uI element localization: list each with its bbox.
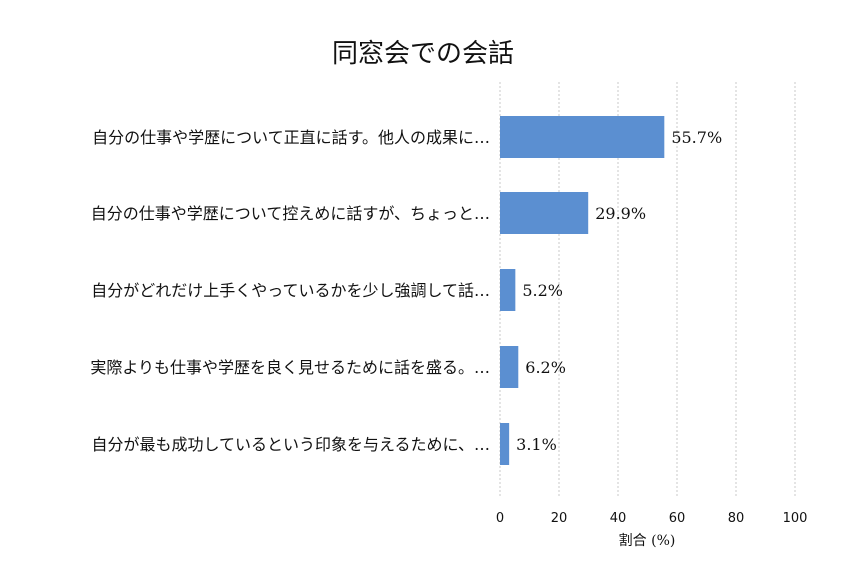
category-label-1: 自分の仕事や学歴について控えめに話すが、ちょっと… [91, 204, 490, 223]
category-label-3: 実際よりも仕事や学歴を良く見せるために話を盛る。… [90, 358, 490, 377]
value-labels: 55.7% 29.9% 5.2% 6.2% 3.1% [516, 128, 722, 454]
bar-1 [500, 192, 589, 234]
x-axis-ticks: 0 20 40 60 80 100 [496, 511, 808, 526]
x-tick-label-1: 20 [551, 511, 568, 526]
category-label-2: 自分がどれだけ上手くやっているかを少し強調して話… [91, 281, 490, 300]
category-label-4: 自分が最も成功しているという印象を与えるために、… [91, 435, 490, 454]
value-label-0: 55.7% [671, 128, 722, 147]
x-tick-label-3: 60 [669, 511, 686, 526]
bar-2 [500, 269, 516, 311]
x-tick-label-0: 0 [496, 511, 504, 526]
value-label-2: 5.2% [522, 281, 563, 300]
value-label-4: 3.1% [516, 435, 557, 454]
x-axis-label: 割合 (%) [619, 532, 676, 549]
bar-3 [500, 346, 519, 388]
value-label-3: 6.2% [525, 358, 566, 377]
x-tick-label-5: 100 [783, 511, 808, 526]
bar-0 [500, 116, 665, 158]
x-tick-label-4: 80 [728, 511, 745, 526]
x-tick-label-2: 40 [610, 511, 627, 526]
value-label-1: 29.9% [595, 204, 646, 223]
category-labels: 自分の仕事や学歴について正直に話す。他人の成果に… 自分の仕事や学歴について控えめ… [90, 128, 490, 454]
bar-4 [500, 423, 510, 465]
bars [500, 116, 665, 465]
category-label-0: 自分の仕事や学歴について正直に話す。他人の成果に… [92, 128, 490, 147]
chart-title: 同窓会での会話 [332, 39, 514, 69]
